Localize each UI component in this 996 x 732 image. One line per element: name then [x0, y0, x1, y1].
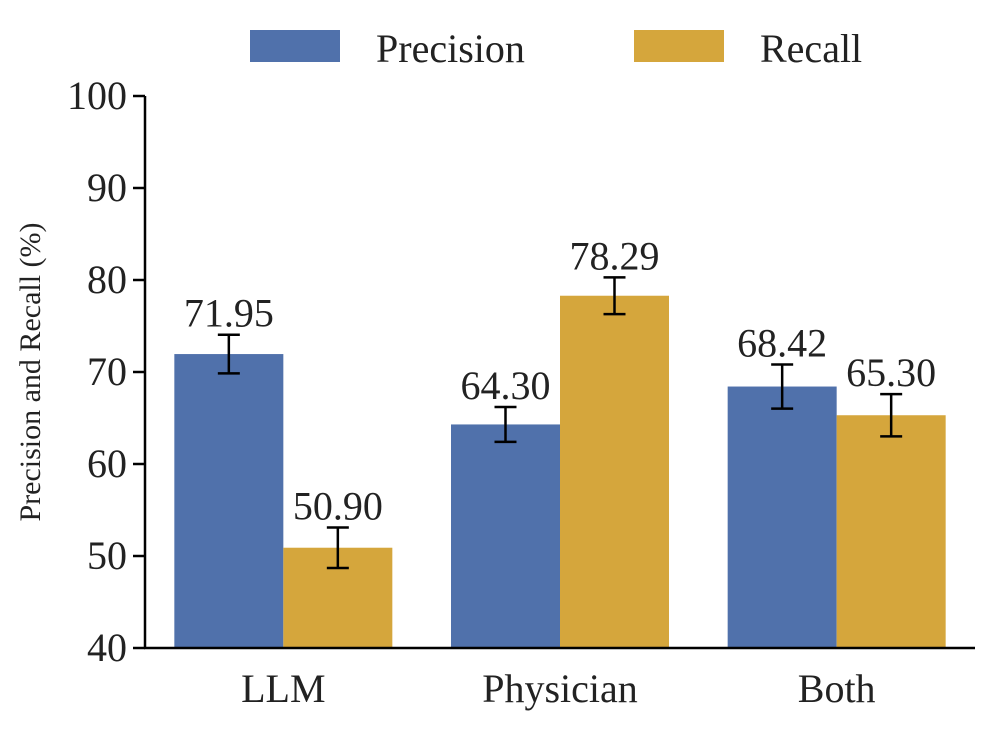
y-tick-label: 60: [87, 441, 127, 486]
y-tick-label: 80: [87, 257, 127, 302]
legend: Precision Recall: [250, 26, 862, 71]
y-tick-label: 40: [87, 625, 127, 670]
x-axis-tick-labels: LLM Physician Both: [241, 666, 875, 711]
y-tick-label: 70: [87, 349, 127, 394]
legend-swatch-precision: [250, 30, 340, 62]
y-tick-label: 100: [67, 73, 127, 118]
x-tick-label: Both: [798, 666, 876, 711]
data-label: 50.90: [293, 483, 383, 528]
bar-recall-both: [836, 415, 946, 648]
data-label: 78.29: [570, 233, 660, 278]
bar-precision-physician: [451, 424, 560, 648]
legend-label-recall: Recall: [760, 26, 862, 71]
y-tick-label: 50: [87, 533, 127, 578]
data-labels: 71.95 50.90 64.30 78.29 68.42 65.30: [184, 233, 936, 528]
data-label: 71.95: [184, 291, 274, 336]
legend-label-precision: Precision: [376, 26, 525, 71]
bar-recall-physician: [560, 295, 669, 648]
x-tick-label: Physician: [482, 666, 638, 711]
error-bars: [217, 276, 903, 570]
data-label: 65.30: [846, 350, 936, 395]
y-axis-ticks: 40 50 60 70 80 90 100: [67, 73, 145, 670]
bars: [174, 295, 946, 648]
y-axis-label: Precision and Recall (%): [14, 222, 47, 521]
data-label: 64.30: [461, 363, 551, 408]
legend-swatch-recall: [634, 30, 724, 62]
y-tick-label: 90: [87, 165, 127, 210]
bar-precision-both: [727, 386, 837, 648]
data-label: 68.42: [737, 320, 827, 365]
x-tick-label: LLM: [241, 666, 325, 711]
bar-precision-llm: [174, 354, 284, 648]
